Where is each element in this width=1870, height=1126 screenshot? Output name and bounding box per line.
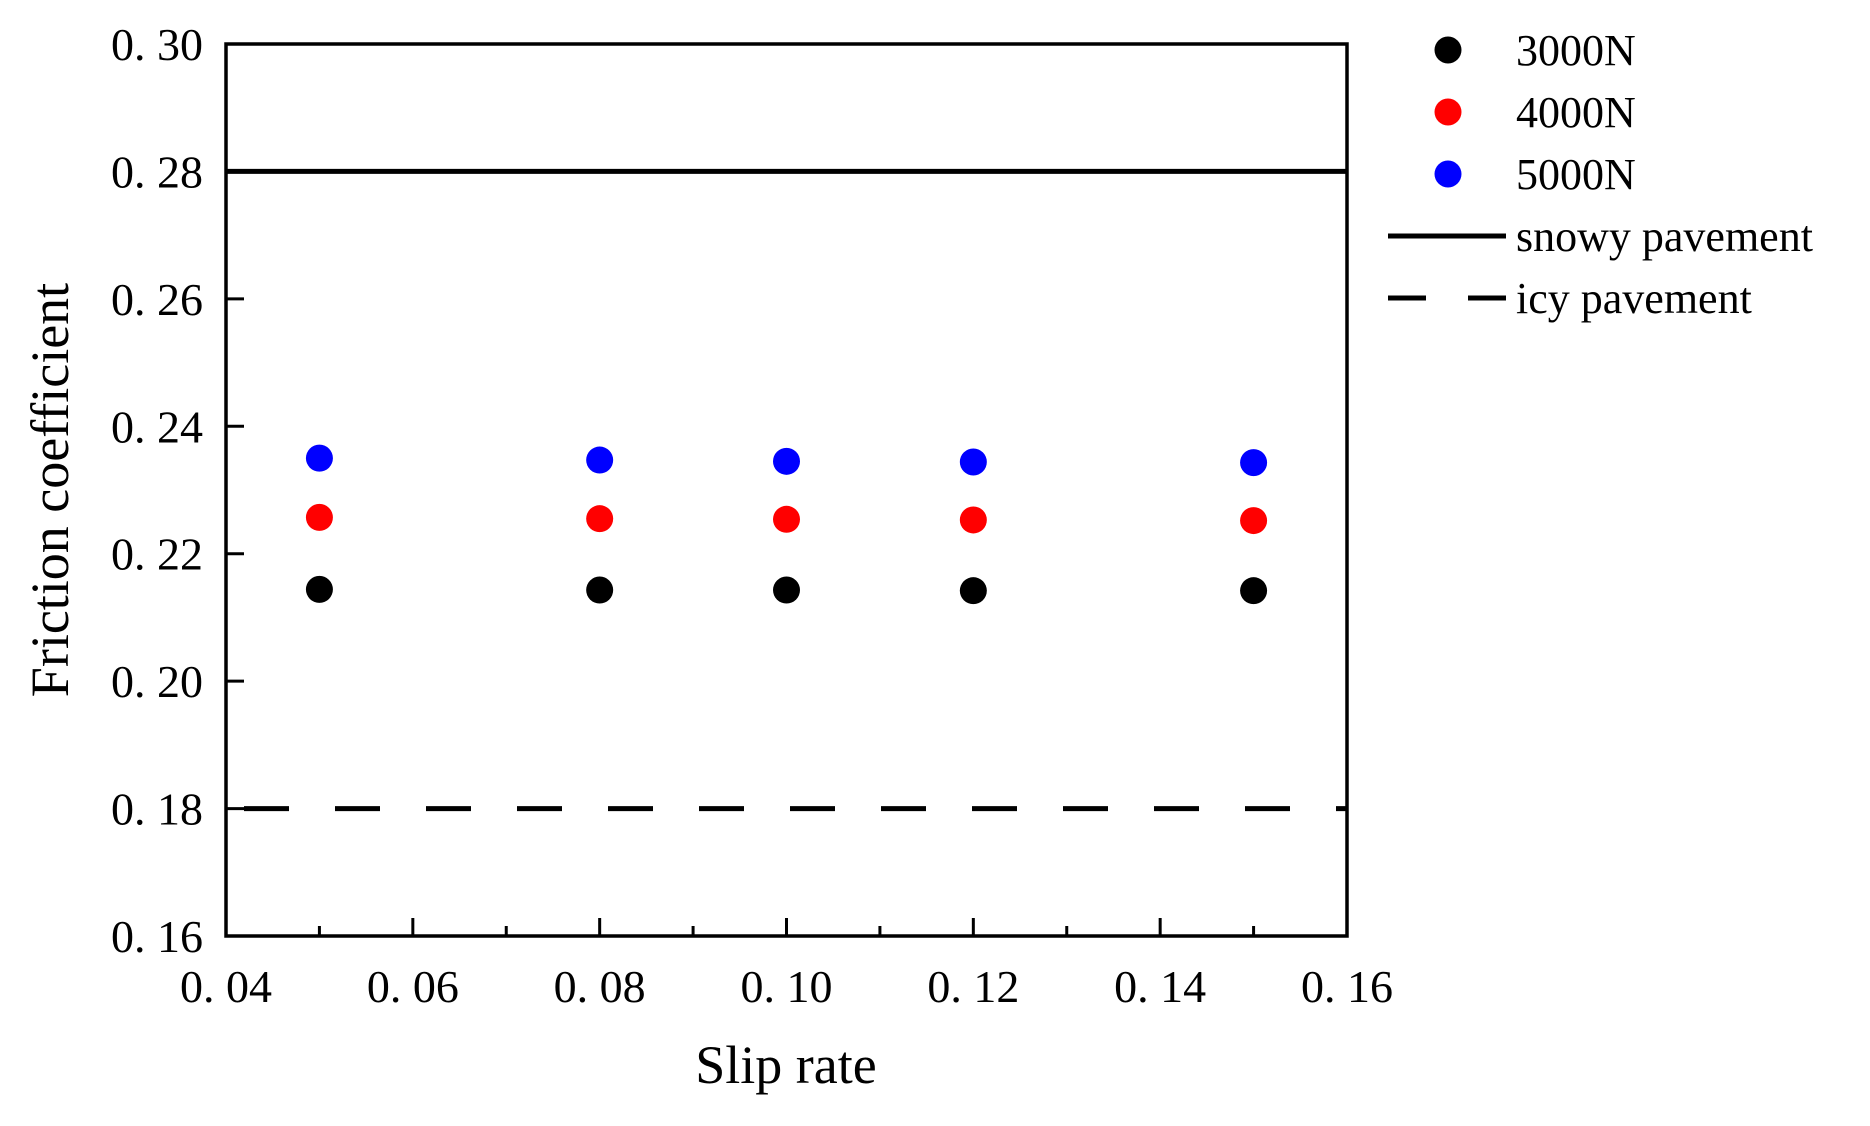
x-axis: 0. 04 0. 06 0. 08 0. 10 0. 12 0. 14 0. 16	[180, 918, 1393, 1012]
point-3000N	[959, 577, 987, 605]
y-tick-label: 0. 22	[111, 529, 203, 580]
point-3000N	[773, 576, 800, 604]
y-tick-label: 0. 18	[111, 784, 203, 835]
x-tick-label: 0. 06	[367, 961, 459, 1012]
point-4000N	[305, 503, 333, 531]
point-4000N	[773, 505, 800, 533]
legend-label: snowy pavement	[1516, 212, 1813, 261]
legend-marker-3000N	[1434, 36, 1462, 64]
y-tick-label: 0. 20	[111, 656, 203, 707]
point-4000N	[586, 505, 614, 533]
point-4000N	[1240, 507, 1268, 535]
legend-label: 5000N	[1516, 150, 1636, 199]
legend-marker-5000N	[1434, 160, 1462, 188]
y-tick-label: 0. 28	[111, 146, 203, 197]
point-5000N	[586, 446, 614, 474]
y-tick-label: 0. 24	[111, 401, 203, 452]
legend-label: 3000N	[1516, 26, 1636, 75]
x-tick-label: 0. 04	[180, 961, 272, 1012]
legend-marker-4000N	[1434, 98, 1462, 126]
point-4000N	[959, 506, 987, 534]
legend-label: 4000N	[1516, 88, 1636, 137]
x-tick-label: 0. 16	[1301, 961, 1393, 1012]
y-axis: 0. 16 0. 18 0. 20 0. 22 0. 24 0. 26 0. 28 0. 30	[111, 19, 244, 962]
y-tick-label: 0. 26	[111, 274, 203, 325]
x-tick-label: 0. 10	[741, 961, 833, 1012]
x-axis-title: Slip rate	[695, 1035, 876, 1095]
point-3000N	[1240, 577, 1268, 605]
reference-lines	[226, 168, 1347, 812]
y-tick-label: 0. 16	[111, 911, 203, 962]
x-tick-label: 0. 12	[927, 961, 1019, 1012]
point-5000N	[959, 448, 987, 476]
point-5000N	[773, 447, 800, 475]
point-3000N	[586, 576, 614, 604]
x-tick-label: 0. 08	[554, 961, 646, 1012]
point-3000N	[305, 575, 333, 603]
y-axis-title: Friction coefficient	[20, 283, 80, 697]
x-tick-label: 0. 14	[1114, 961, 1206, 1012]
legend-label: icy pavement	[1516, 274, 1752, 323]
legend: 3000N 4000N 5000N snowy pavement icy pavemen…	[1388, 26, 1813, 323]
point-5000N	[305, 444, 333, 472]
y-tick-label: 0. 30	[111, 19, 203, 70]
data-points	[305, 444, 1268, 605]
plot-frame	[224, 42, 1349, 938]
point-5000N	[1240, 449, 1268, 477]
